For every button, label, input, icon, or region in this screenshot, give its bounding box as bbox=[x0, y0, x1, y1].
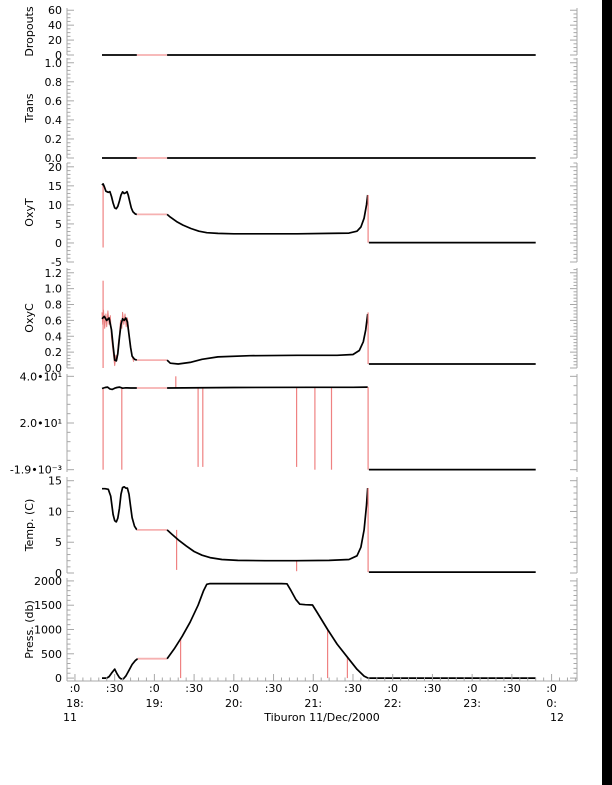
y-tick-label: 0.0 bbox=[45, 362, 63, 375]
panel-press: 2000 1500 1000 500 0 Press. (db) bbox=[23, 575, 578, 685]
series-oxyt-data-1 bbox=[101, 183, 138, 216]
y-tick-label: 0.8 bbox=[45, 299, 63, 312]
y-tick-label: 60 bbox=[48, 4, 62, 17]
panel-ylabel: Trans bbox=[23, 93, 36, 123]
x-tick-hour-label: 0: bbox=[546, 697, 557, 710]
x-tick-hour-label: 22: bbox=[384, 697, 402, 710]
y-tick-label: 10 bbox=[48, 199, 62, 212]
y-tick-label: 15 bbox=[48, 180, 62, 193]
y-tick-label: -1.9•10⁻³ bbox=[10, 464, 62, 477]
series-oxyc-data-4 bbox=[166, 313, 369, 365]
series-press-data-3 bbox=[102, 658, 139, 680]
x-tick-minute-label: :30 bbox=[106, 682, 124, 695]
y-tick-label: 0.4 bbox=[45, 330, 63, 343]
y-tick-label: 500 bbox=[41, 648, 62, 661]
y-tick-label: 4.0•10¹ bbox=[20, 370, 62, 383]
y-tick-label: 0.6 bbox=[45, 95, 63, 108]
panel-dropouts: 60 40 20 0 Dropouts bbox=[23, 4, 578, 62]
y-tick-label: 20 bbox=[48, 161, 62, 174]
panel-temp: 15 10 5 0 Temp. (C) bbox=[23, 475, 578, 580]
y-tick-label: 20 bbox=[48, 34, 62, 47]
panel-oxyc: 1.2 1.0 0.8 0.6 0.4 0.2 0.0 OxyC bbox=[23, 267, 578, 375]
y-tick-label: -5 bbox=[51, 256, 62, 269]
y-tick-label: 5 bbox=[55, 218, 62, 231]
y-tick-label: 0.6 bbox=[45, 314, 63, 327]
x-axis-day-label-start: 11 bbox=[63, 711, 77, 724]
x-tick-hour-label: 19: bbox=[146, 697, 164, 710]
y-tick-label: 1500 bbox=[34, 599, 62, 612]
x-tick-minute-label: :0 bbox=[546, 682, 557, 695]
series-temp-data-4 bbox=[166, 488, 369, 562]
y-tick-label: 0 bbox=[55, 567, 62, 580]
x-tick-minute-label: :30 bbox=[424, 682, 442, 695]
x-tick-minute-label: :30 bbox=[344, 682, 362, 695]
y-tick-label: 0 bbox=[55, 672, 62, 685]
series-oxyc-data-2 bbox=[101, 315, 138, 362]
y-tick-label: 0.4 bbox=[45, 114, 63, 127]
x-tick-hour-label: 20: bbox=[225, 697, 243, 710]
x-tick-minute-label: :0 bbox=[149, 682, 160, 695]
panel-ylabel: Press. (db) bbox=[23, 600, 36, 659]
y-tick-label: 10 bbox=[48, 505, 62, 518]
panel-oxyt: 20 15 10 5 0 -5 OxyT bbox=[23, 161, 578, 269]
x-tick-minute-label: :30 bbox=[185, 682, 203, 695]
x-tick-hour-label: 21: bbox=[304, 697, 322, 710]
panel-cond: 4.0•10¹ 2.0•10¹ -1.9•10⁻³ bbox=[10, 370, 578, 477]
y-tick-label: 1.0 bbox=[45, 57, 63, 70]
x-axis-day-label-end: 12 bbox=[550, 711, 564, 724]
series-oxyt-data-3 bbox=[166, 194, 369, 235]
x-tick-hour-label: 23: bbox=[463, 697, 481, 710]
x-tick-minute-label: :0 bbox=[308, 682, 319, 695]
y-tick-label: 0.8 bbox=[45, 76, 63, 89]
figure-title: Tiburon 11/Dec/2000 bbox=[264, 711, 380, 724]
y-tick-label: 0.2 bbox=[45, 346, 63, 359]
panel-ylabel: OxyC bbox=[23, 303, 36, 333]
panel-ylabel: Temp. (C) bbox=[23, 499, 36, 553]
y-tick-label: 40 bbox=[48, 19, 62, 32]
y-tick-label: 2.0•10¹ bbox=[20, 417, 62, 430]
y-tick-label: 0.2 bbox=[45, 133, 63, 146]
series-temp-data-0 bbox=[102, 485, 138, 531]
series-cond-data-10 bbox=[167, 386, 368, 389]
panel-ylabel: Dropouts bbox=[23, 6, 36, 56]
series-cond-data-8 bbox=[101, 386, 137, 391]
y-tick-label: 15 bbox=[48, 475, 62, 488]
y-tick-label: 1.0 bbox=[45, 283, 63, 296]
x-tick-minute-label: :0 bbox=[70, 682, 81, 695]
x-tick-minute-label: :30 bbox=[503, 682, 521, 695]
y-tick-label: 1.2 bbox=[45, 267, 63, 280]
x-tick-minute-label: :30 bbox=[265, 682, 283, 695]
screen-right-black-band bbox=[602, 0, 612, 785]
series-press-data-5 bbox=[166, 582, 369, 679]
y-tick-label: 1000 bbox=[34, 624, 62, 637]
y-tick-label: 0.0 bbox=[45, 152, 63, 165]
y-tick-label: 0 bbox=[55, 49, 62, 62]
x-tick-minute-label: :0 bbox=[387, 682, 398, 695]
panel-trans: 1.0 0.8 0.6 0.4 0.2 0.0 Trans bbox=[23, 57, 578, 165]
x-tick-minute-label: :0 bbox=[467, 682, 478, 695]
x-tick-hour-label: 18: bbox=[66, 697, 84, 710]
x-axis: :0 18: :30 :0 19: :30 :0 20: :30 :0 21: :30 :0 22: :30… bbox=[66, 674, 577, 710]
y-tick-label: 0 bbox=[55, 237, 62, 250]
panel-ylabel: OxyT bbox=[23, 198, 36, 227]
y-tick-label: 2000 bbox=[34, 575, 62, 588]
x-tick-minute-label: :0 bbox=[228, 682, 239, 695]
y-tick-label: 5 bbox=[55, 536, 62, 549]
